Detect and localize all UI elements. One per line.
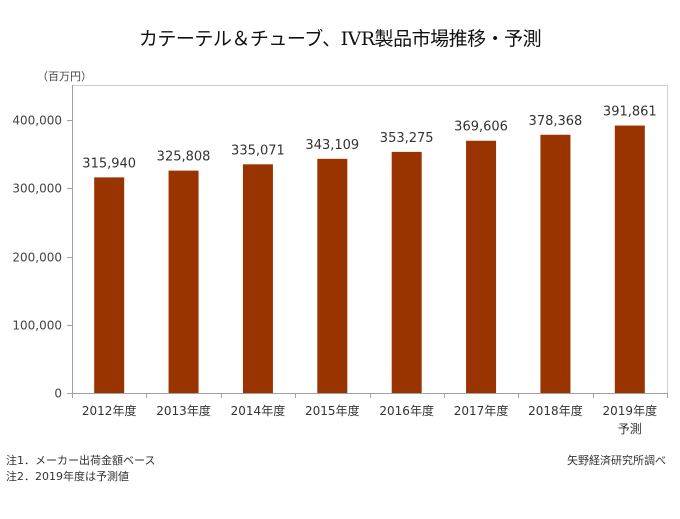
y-tick-label: 300,000 xyxy=(12,182,62,196)
x-tick-label: 2012年度 xyxy=(82,403,137,418)
data-label: 335,071 xyxy=(231,143,285,158)
data-label: 369,606 xyxy=(454,120,508,135)
data-label: 378,368 xyxy=(529,114,583,129)
data-labels: 315,940 325,808 335,071 343,109 353,275 369,6… xyxy=(82,105,656,172)
bar xyxy=(242,164,273,393)
footnote-2: 注2．2019年度は予測値 xyxy=(6,470,129,483)
footnote-1: 注1．メーカー出荷金額ベース xyxy=(6,454,156,467)
source-credit: 矢野経済研究所調べ xyxy=(567,454,666,467)
y-tick-label: 400,000 xyxy=(12,114,62,128)
x-tick-label: 2017年度 xyxy=(454,403,509,418)
x-tick-label: 2019年度 xyxy=(603,403,658,418)
data-label: 353,275 xyxy=(380,131,434,146)
x-tick-label: 2016年度 xyxy=(379,403,434,418)
x-tick-sublabel: 予測 xyxy=(618,422,642,436)
bars xyxy=(94,125,645,393)
chart-title: カテーテル＆チューブ、IVR製品市場推移・予測 xyxy=(138,28,542,50)
y-axis-unit-label: （百万円） xyxy=(37,70,92,83)
data-label: 315,940 xyxy=(82,156,136,171)
data-label: 391,861 xyxy=(603,105,657,120)
x-tick-label: 2014年度 xyxy=(231,403,286,418)
bar xyxy=(391,151,422,393)
x-tick-label: 2015年度 xyxy=(305,403,360,418)
y-tick-label: 0 xyxy=(54,387,62,401)
bar xyxy=(466,140,497,393)
y-tick-label: 100,000 xyxy=(12,319,62,333)
bar xyxy=(614,125,645,393)
data-label: 325,808 xyxy=(157,150,211,165)
bar xyxy=(540,134,571,393)
x-tick-label: 2018年度 xyxy=(528,403,583,418)
y-tick-label: 200,000 xyxy=(12,251,62,265)
x-tick-label: 2013年度 xyxy=(156,403,211,418)
x-axis: 2012年度 2013年度 2014年度 2015年度 2016年度 2017年度 2018… xyxy=(72,393,668,436)
data-label: 343,109 xyxy=(305,138,359,153)
bar xyxy=(94,177,125,393)
bar xyxy=(317,158,348,393)
plot-area-border xyxy=(72,85,668,394)
bar xyxy=(168,170,199,393)
y-axis: 0 100,000 200,000 300,000 400,000 xyxy=(12,85,73,401)
